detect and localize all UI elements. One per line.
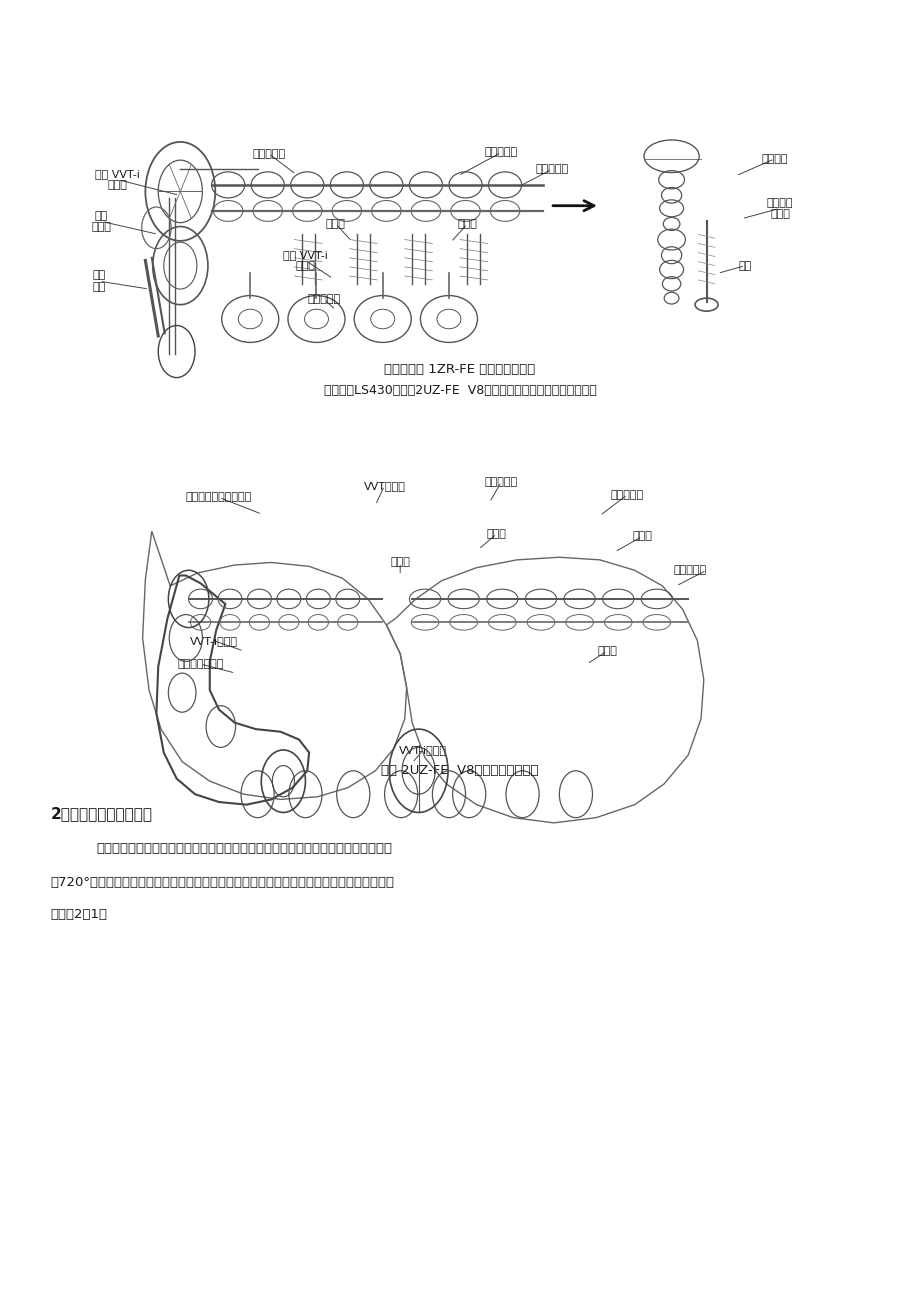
- Text: 气门: 气门: [738, 260, 751, 271]
- Text: 液压间隙
调节器: 液压间隙 调节器: [766, 198, 792, 219]
- Text: 排气 VVT-i
控制器: 排气 VVT-i 控制器: [96, 169, 140, 190]
- Text: VVT-i控制器: VVT-i控制器: [399, 745, 447, 755]
- Text: 进气门: 进气门: [631, 531, 652, 542]
- Text: 链条阻尼器: 链条阻尼器: [307, 294, 340, 305]
- Text: 进气门: 进气门: [486, 529, 506, 539]
- Text: 链条
张紧器: 链条 张紧器: [91, 211, 111, 232]
- Text: 进气凸轮轴: 进气凸轮轴: [535, 164, 568, 174]
- Text: 进气门: 进气门: [457, 219, 477, 229]
- Text: VVT传感器: VVT传感器: [363, 480, 405, 491]
- Text: 链条阻尼器: 链条阻尼器: [252, 148, 285, 159]
- Text: （720°），各缸进排气门各开启一次，凸轮轴只需转一圈。曲轴转速与凸轮轴转速之比（传动: （720°），各缸进排气门各开启一次，凸轮轴只需转一圈。曲轴转速与凸轮轴转速之比…: [51, 876, 394, 889]
- Text: 丰田 2UZ-FE  V8发动机的配气机构: 丰田 2UZ-FE V8发动机的配气机构: [380, 764, 539, 777]
- Text: 比）为2：1。: 比）为2：1。: [51, 907, 108, 921]
- Text: 排气凸轮轴: 排气凸轮轴: [484, 147, 517, 158]
- Text: VVT-i控制器: VVT-i控制器: [189, 635, 237, 646]
- Text: 排气凸轮轴: 排气凸轮轴: [673, 565, 706, 575]
- Text: 滚柱摇臂: 滚柱摇臂: [761, 154, 787, 164]
- Text: 雷克萨斯LS430轿车的2UZ-FE  V8发动机的配气机构组成与布置图。: 雷克萨斯LS430轿车的2UZ-FE V8发动机的配气机构组成与布置图。: [323, 384, 596, 397]
- Text: 曲轴位置传感器: 曲轴位置传感器: [177, 659, 223, 669]
- Text: 丰田卡罗拉 1ZR-FE 发动机配气机构: 丰田卡罗拉 1ZR-FE 发动机配气机构: [384, 363, 535, 376]
- Text: 排气凸轮轴: 排气凸轮轴: [484, 477, 517, 487]
- Text: 进气凸轮轴: 进气凸轮轴: [610, 490, 643, 500]
- Text: 排气门: 排气门: [596, 646, 617, 656]
- Text: 链条
导板: 链条 导板: [93, 271, 106, 292]
- Text: 凸轮轴正时机油控制阀: 凸轮轴正时机油控制阀: [186, 492, 252, 503]
- Text: 进气 VVT-i
控制器: 进气 VVT-i 控制器: [283, 250, 327, 271]
- Text: 2．配气机构的工作过程: 2．配气机构的工作过程: [51, 806, 153, 822]
- Text: 排气门: 排气门: [325, 219, 346, 229]
- Text: 排气门: 排气门: [390, 557, 410, 568]
- Text: 凸轮轴通过正时齿轮由曲轴驱动而转动。四冲程发动机完成一个工作循环曲轴转两圈: 凸轮轴通过正时齿轮由曲轴驱动而转动。四冲程发动机完成一个工作循环曲轴转两圈: [96, 842, 392, 855]
